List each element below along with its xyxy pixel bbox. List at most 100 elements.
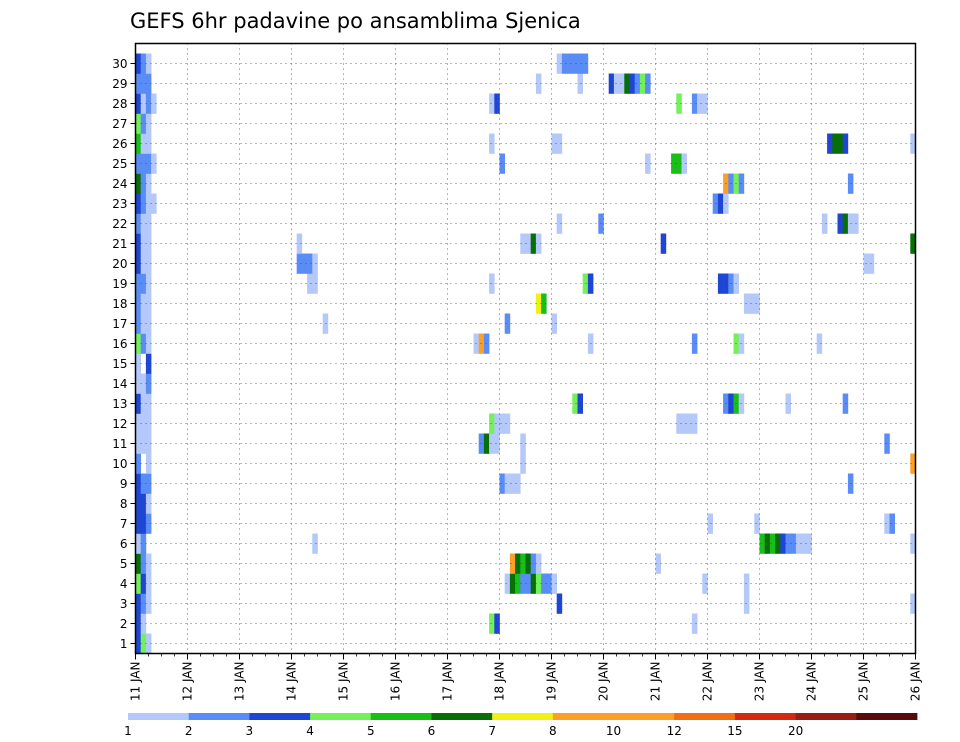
x-tick-label-10: 21 JAN [649,662,663,702]
y-tick-label-29: 29 [112,77,127,91]
cell-member-4-step-109 [702,573,708,594]
cell-member-25-step-0 [135,153,141,174]
cell-member-12-step-0 [135,413,141,434]
cell-member-29-step-96 [634,73,641,94]
cell-member-25-step-104 [676,153,682,174]
cell-member-28-step-104 [676,93,682,114]
cell-member-19-step-68 [489,273,495,294]
cell-member-26-step-68 [489,133,495,154]
colorbar-segment-12 [856,713,918,720]
cell-member-17-step-2 [145,313,152,334]
y-tick-label-25: 25 [112,157,127,171]
cell-member-19-step-2 [145,273,152,294]
cell-member-27-step-1 [140,113,147,134]
cell-member-29-step-85 [577,73,583,94]
colorbar-label-1: 1 [124,724,132,738]
cell-member-30-step-85 [577,53,583,74]
colorbar-segment-4 [370,713,432,720]
y-tick-label-17: 17 [112,317,127,331]
cell-member-2-step-1 [140,613,147,634]
cell-member-6-step-1 [140,533,147,554]
cell-member-1-step-2 [145,633,152,654]
cell-member-15-step-0 [135,353,141,374]
cell-member-22-step-1 [140,213,147,234]
cell-member-9-step-71 [504,473,511,494]
x-tick-label-13: 24 JAN [805,662,819,702]
colorbar-label-8: 8 [549,724,557,738]
cell-member-11-step-144 [884,433,890,454]
cell-member-23-step-111 [712,193,719,214]
cell-member-24-step-2 [145,173,152,194]
cell-member-5-step-73 [515,553,521,574]
cell-member-11-step-0 [135,433,141,454]
cell-member-20-step-33 [307,253,313,274]
cell-member-17-step-71 [504,313,511,334]
cell-member-6-step-149 [910,533,916,554]
cell-member-21-step-101 [660,233,667,254]
cell-member-5-step-100 [655,553,661,574]
cell-member-26-step-1 [140,133,147,154]
cell-member-14-step-0 [135,373,141,394]
colorbar-segment-2 [249,713,311,720]
cell-member-6-step-123 [775,533,781,554]
cell-member-23-step-2 [145,193,152,214]
cell-member-11-step-2 [145,433,152,454]
cell-member-5-step-76 [530,553,537,574]
y-axis-ticks: 1234567891011121314151617181920212223242… [112,57,136,651]
y-tick-label-1: 1 [120,637,128,651]
cell-member-29-step-98 [645,73,651,94]
cell-member-3-step-81 [556,593,563,614]
cell-member-26-step-149 [910,133,916,154]
cell-member-30-step-81 [556,53,563,74]
cell-member-10-step-0 [135,453,141,474]
cell-member-28-step-1 [140,93,147,114]
cell-member-16-step-1 [140,333,147,354]
y-tick-label-4: 4 [120,577,128,591]
cell-member-24-step-1 [140,173,147,194]
y-tick-label-20: 20 [112,257,127,271]
x-tick-label-1: 12 JAN [181,662,195,702]
cell-member-5-step-75 [525,553,531,574]
cell-member-6-step-124 [780,533,786,554]
colorbar-label-5: 5 [367,724,375,738]
cell-member-13-step-84 [572,393,578,414]
y-tick-label-14: 14 [112,377,127,391]
cell-member-13-step-136 [842,393,849,414]
colorbar-segment-8 [613,713,675,720]
colorbar-label-10: 10 [606,724,621,738]
cell-member-22-step-81 [556,213,563,234]
cell-member-26-step-0 [135,133,141,154]
cell-member-9-step-1 [140,473,147,494]
colorbar-segment-5 [431,713,493,720]
x-tick-label-3: 14 JAN [285,662,299,702]
cell-member-21-step-77 [535,233,542,254]
x-tick-label-8: 19 JAN [545,662,559,702]
cell-member-18-step-77 [535,293,542,314]
cell-member-13-step-125 [785,393,791,414]
cell-member-12-step-104 [676,413,682,434]
cell-member-28-step-109 [702,93,708,114]
cell-member-6-step-127 [795,533,802,554]
cell-member-5-step-2 [145,553,152,574]
colorbar-segment-9 [674,713,736,720]
cell-member-8-step-0 [135,493,141,514]
cell-member-12-step-71 [504,413,511,434]
cell-member-4-step-75 [525,573,531,594]
plot-grid [135,43,916,654]
cell-member-5-step-77 [535,553,542,574]
cell-member-8-step-2 [145,493,152,514]
y-tick-label-13: 13 [112,397,127,411]
x-tick-label-0: 11 JAN [129,662,143,702]
cell-member-24-step-0 [135,173,141,194]
colorbar-segment-7 [552,713,614,720]
cell-member-16-step-2 [145,333,152,354]
x-tick-label-4: 15 JAN [337,662,351,702]
cell-member-17-step-1 [140,313,147,334]
cell-member-29-step-94 [624,73,630,94]
cell-member-2-step-69 [494,613,500,634]
cell-member-26-step-80 [551,133,557,154]
colorbar-segment-11 [795,713,857,720]
cell-member-7-step-145 [889,513,895,534]
y-tick-label-15: 15 [112,357,127,371]
cell-member-11-step-74 [520,433,526,454]
